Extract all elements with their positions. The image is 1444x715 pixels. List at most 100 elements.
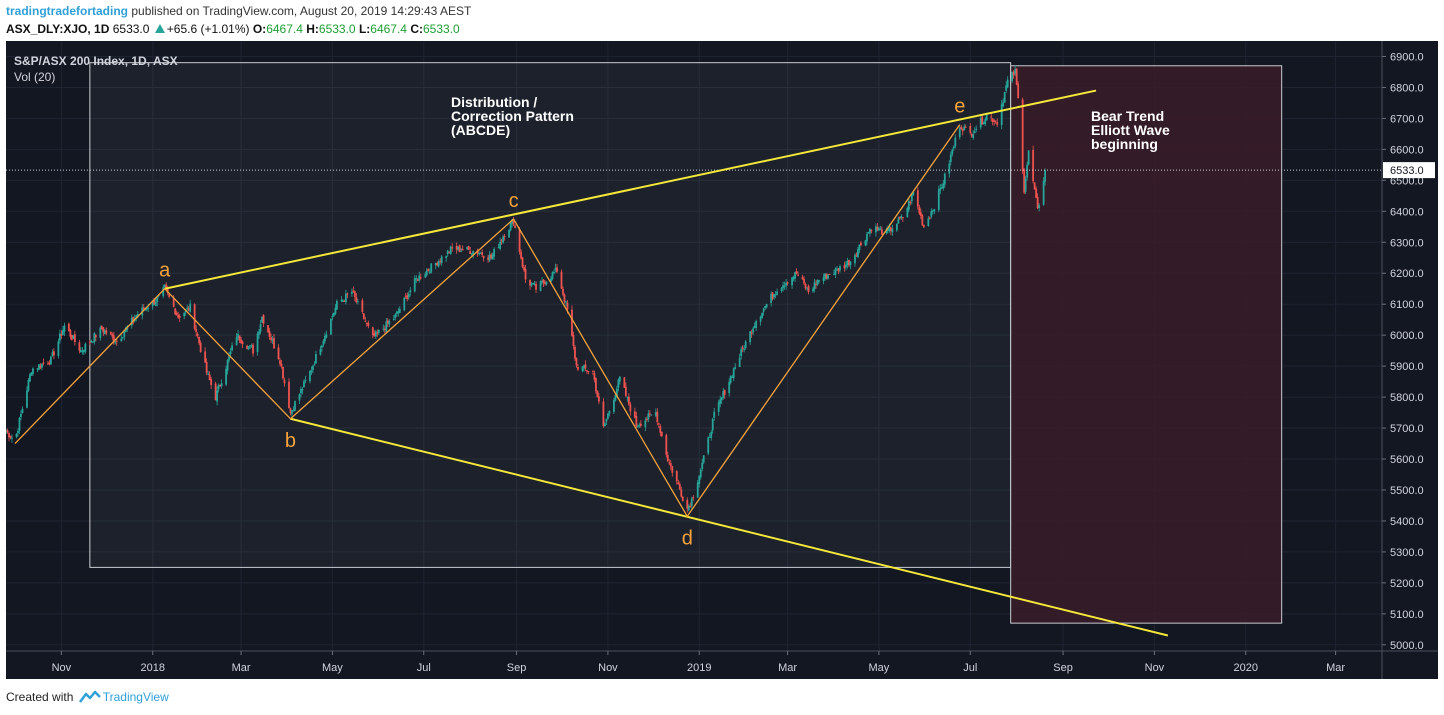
candle-body [749, 331, 752, 343]
candle-body [70, 335, 73, 340]
candle-body [551, 272, 554, 279]
wave-label-c: c [509, 190, 519, 212]
candle-body [277, 347, 280, 360]
candle-body [309, 371, 311, 382]
candle-body [692, 497, 695, 499]
bear-trend-label: beginning [1091, 136, 1158, 152]
candle-body [680, 489, 683, 497]
candle-body [566, 302, 569, 310]
candle-body [374, 331, 377, 337]
candle-body [57, 341, 60, 356]
candle-body [493, 249, 496, 257]
price-tick-label: 5300.0 [1390, 547, 1424, 559]
candle-body [687, 505, 690, 511]
candle-body [121, 337, 124, 339]
candle-body [99, 327, 102, 338]
candle-body [815, 283, 817, 285]
candle-body [1015, 68, 1018, 85]
candle-body [256, 333, 259, 352]
candle-body [783, 285, 786, 287]
candle-body [572, 335, 575, 346]
price-tick-label: 5700.0 [1390, 423, 1424, 435]
candle-body [247, 346, 250, 349]
candle-body [639, 423, 642, 426]
candle-body [457, 246, 460, 250]
candle-body [304, 379, 307, 381]
candle-body [177, 314, 180, 318]
candle-body [153, 298, 156, 305]
candle-body [644, 420, 647, 428]
candle-body [952, 146, 955, 149]
candle-body [455, 245, 458, 250]
candle-body [398, 309, 401, 313]
publish-date: published on TradingView.com, August 20,… [131, 4, 472, 18]
candle-body [235, 337, 238, 346]
time-tick-label: May [322, 662, 343, 674]
candle-body [928, 217, 931, 219]
candle-body [51, 352, 54, 356]
candle-body [63, 325, 66, 332]
candle-body [220, 383, 223, 386]
candle-body [165, 284, 168, 289]
candle-body [708, 436, 711, 438]
candle-body [939, 188, 942, 191]
candle-body [448, 251, 451, 253]
candle-body [729, 375, 732, 383]
candle-body [283, 380, 286, 384]
candle-body [654, 412, 657, 416]
candle-body [612, 399, 615, 412]
candle-body [869, 228, 871, 234]
candle-body [50, 356, 52, 365]
candle-body [1017, 83, 1020, 99]
candle-body [262, 315, 265, 324]
candle-body [377, 329, 380, 333]
candle-body [940, 187, 943, 189]
candle-body [876, 227, 879, 230]
candle-body [1038, 205, 1041, 208]
price-tick-label: 5800.0 [1390, 392, 1424, 404]
candle-body [292, 410, 295, 412]
candle-body [392, 318, 395, 321]
candle-body [114, 342, 117, 344]
candle-body [741, 347, 744, 349]
bear-trend-label: Elliott Wave [1091, 122, 1170, 138]
price-chart[interactable]: a b c d e Distribution / Correction Pattern (AB… [5, 41, 1438, 679]
tradingview-logo-icon [78, 690, 101, 703]
candle-body [960, 126, 963, 129]
candle-body [183, 312, 186, 317]
candle-body [563, 294, 566, 302]
candle-body [824, 273, 826, 279]
candle-body [409, 290, 412, 293]
candle-body [38, 364, 40, 370]
candle-body [270, 337, 272, 340]
candle-body [681, 496, 684, 502]
candle-body [677, 482, 680, 485]
author-link[interactable]: tradingtradefortading [6, 4, 128, 18]
candle-body [803, 278, 805, 284]
candle-body [1011, 72, 1014, 82]
candle-body [294, 401, 296, 412]
candle-body [178, 315, 181, 318]
candle-body [382, 328, 385, 330]
candle-body [710, 432, 713, 438]
candle-body [605, 418, 608, 422]
candle-body [78, 342, 81, 351]
low-value: 6467.4 [370, 22, 407, 36]
tradingview-link[interactable]: TradingView [102, 690, 169, 704]
high-label: H: [306, 22, 319, 36]
candle-body [762, 308, 765, 312]
candle-body [907, 201, 910, 210]
zigzag-wave [14, 124, 961, 518]
candle-body [472, 251, 475, 255]
candle-body [532, 282, 534, 284]
candle-body [446, 250, 449, 255]
candle-body [352, 290, 355, 292]
chart-canvas[interactable]: a b c d e Distribution /Correction Pattern(AB… [5, 41, 1438, 679]
time-tick-label: 2019 [687, 662, 711, 674]
candle-body [755, 321, 758, 328]
candle-body [27, 379, 30, 391]
candle-body [259, 324, 262, 332]
candle-body [982, 122, 985, 125]
candle-body [879, 228, 882, 230]
candle-body [942, 183, 945, 189]
